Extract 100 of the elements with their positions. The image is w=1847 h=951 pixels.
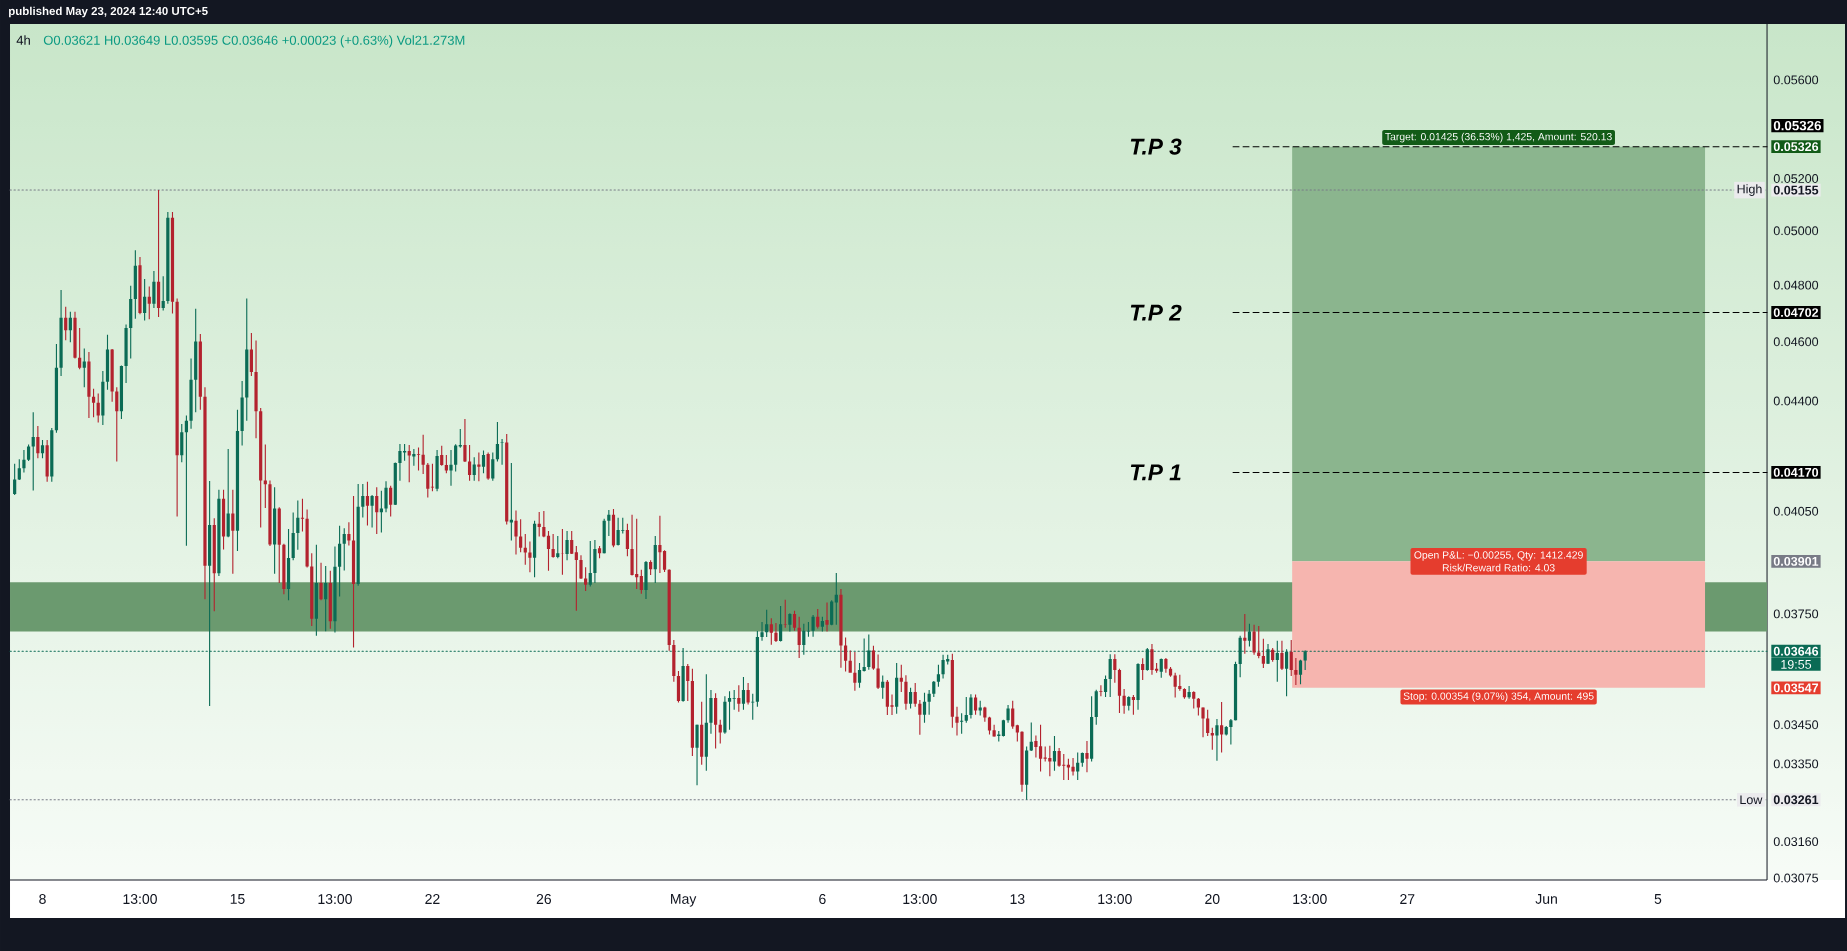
candlestick: [235, 409, 240, 552]
candlestick: [263, 444, 267, 508]
candlestick: [31, 412, 35, 491]
x-tick-label: 8: [39, 894, 46, 905]
candlestick: [783, 599, 787, 628]
candlestick: [593, 539, 597, 584]
candlestick: [964, 696, 968, 723]
candlestick: [1103, 675, 1108, 697]
y-tick-label: 0.05200: [1773, 174, 1819, 183]
candlestick: [407, 444, 411, 483]
candlestick: [602, 518, 606, 554]
candlestick: [960, 713, 964, 734]
candlestick: [1173, 672, 1177, 698]
candlestick: [203, 387, 207, 600]
candlestick: [1187, 686, 1191, 699]
candlestick: [1090, 696, 1094, 762]
candlestick: [268, 480, 272, 547]
candlestick: [1206, 709, 1210, 736]
candlestick: [574, 546, 578, 611]
y-tick-label: 0.03075: [1773, 873, 1819, 883]
candlestick: [672, 640, 676, 682]
candlestick: [686, 664, 690, 702]
candlestick: [189, 358, 193, 429]
candlestick: [1220, 702, 1224, 753]
candlestick: [853, 651, 857, 691]
candlestick: [495, 421, 500, 462]
candlestick: [519, 519, 523, 553]
candlestick: [1076, 752, 1080, 780]
candlestick: [987, 716, 992, 735]
annotation: Risk/Reward Ratio: 4.03: [1442, 563, 1555, 572]
candlestick: [416, 447, 421, 471]
candlestick: [54, 344, 59, 433]
annotation: Open P&L: −0.00255, Qty: 1412.429: [1414, 551, 1583, 561]
candlestick: [718, 719, 722, 744]
candlestick: [1289, 640, 1293, 676]
candlestick: [871, 645, 876, 670]
candlestick: [1108, 654, 1112, 697]
candlestick: [1201, 707, 1205, 738]
candlestick: [73, 311, 77, 359]
candlestick: [922, 692, 927, 723]
candlestick: [500, 438, 504, 465]
candlestick: [816, 608, 820, 629]
candlestick: [310, 553, 314, 627]
candlestick: [704, 674, 708, 771]
candlestick: [667, 569, 671, 651]
candlestick: [1168, 667, 1173, 677]
candlestick: [491, 452, 495, 481]
candlestick: [305, 509, 309, 568]
candlestick: [435, 449, 439, 492]
candlestick: [955, 706, 959, 736]
candlestick: [180, 424, 184, 463]
candlestick: [477, 452, 481, 482]
candlestick: [732, 690, 736, 710]
candlestick: [338, 525, 342, 597]
candlestick: [240, 381, 244, 446]
candlestick: [1136, 663, 1140, 710]
candlestick: [1243, 613, 1247, 654]
candlestick: [426, 462, 430, 498]
ref-line-label: T.P 2: [1130, 304, 1182, 321]
candlestick: [570, 530, 574, 555]
candlestick: [449, 449, 453, 486]
candlestick: [421, 434, 425, 474]
candlestick: [245, 298, 249, 421]
text: O0.03621 H0.03649 L0.03595 C0.03646 +0.00023 (+0.63%) Vol21.273M: [43, 35, 465, 48]
candlestick: [398, 444, 402, 481]
candlestick: [1280, 640, 1284, 670]
candlestick: [486, 452, 490, 480]
candlestick: [597, 546, 602, 559]
candlestick: [1117, 668, 1122, 713]
candlestick: [1099, 685, 1103, 697]
candlestick: [384, 481, 388, 513]
candlestick: [194, 308, 198, 413]
candlestick: [152, 271, 156, 309]
candlestick: [129, 285, 133, 359]
candlestick: [1122, 689, 1126, 714]
candlestick: [551, 534, 555, 558]
candlestick: [588, 540, 592, 587]
candlestick: [175, 298, 179, 517]
candlestick: [1052, 735, 1057, 771]
candlestick: [1164, 657, 1168, 673]
candlestick: [1233, 661, 1238, 721]
candlestick: [839, 588, 843, 668]
candlestick: [727, 691, 732, 730]
band-label: Target: 0.01425 (36.53%) 1,425, Amount: 520.13: [1385, 132, 1612, 143]
candlestick: [277, 507, 281, 584]
x-tick-label: 13:00: [903, 894, 937, 905]
candlestick: [147, 286, 151, 320]
candlestick: [342, 528, 346, 571]
candlestick: [365, 481, 370, 526]
x-tick-label: 5: [1654, 894, 1662, 904]
candlestick: [941, 654, 945, 679]
candlestick: [82, 348, 86, 388]
y-tick-label: 0.03750: [1773, 609, 1819, 619]
candlestick: [843, 637, 848, 672]
candlestick: [40, 439, 45, 459]
candlestick: [138, 257, 142, 315]
candlestick: [625, 523, 630, 557]
y-tick-label: 0.04400: [1773, 396, 1819, 406]
candlestick: [560, 528, 565, 575]
candlestick: [170, 211, 175, 314]
